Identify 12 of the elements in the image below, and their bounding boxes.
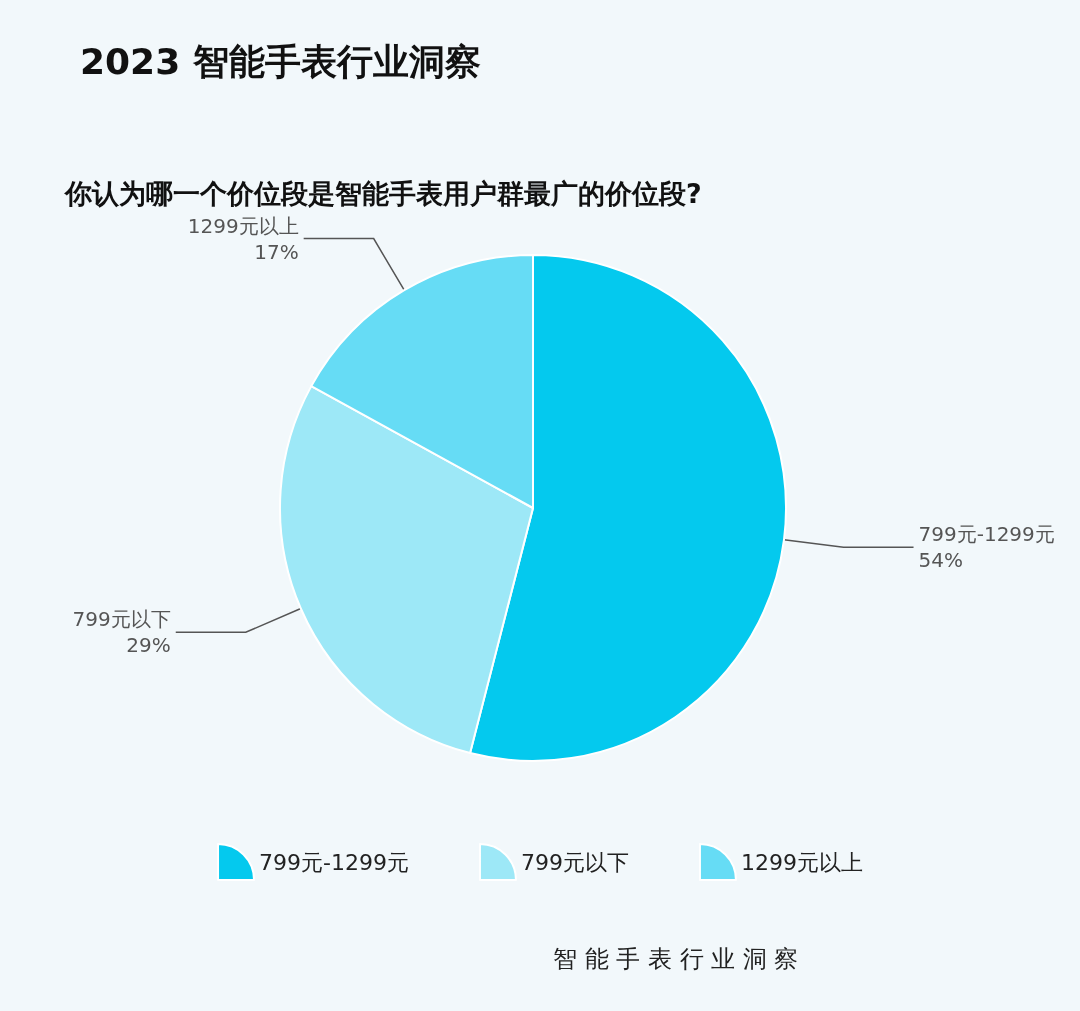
chart-title: 2023 智能手表行业洞察 [80, 40, 481, 82]
text: 智 能 手 表 行 业 洞 察 [553, 945, 799, 973]
legend-label: 799元-1299元 [259, 849, 409, 875]
legend-label: 799元以下 [520, 849, 629, 875]
chart-subtitle: 你认为哪一个价位段是智能手表用户群最广的价位段? [64, 178, 702, 209]
slice-label: 1299元以上 [187, 213, 299, 238]
data-label: 29% [126, 633, 171, 658]
legend-label: 1299元以上 [740, 849, 863, 875]
data-label: 17% [254, 239, 299, 264]
slice-label: 799元-1299元 [918, 522, 1055, 547]
slice-label: 799元以下 [72, 607, 171, 632]
data-label: 54% [918, 548, 963, 573]
